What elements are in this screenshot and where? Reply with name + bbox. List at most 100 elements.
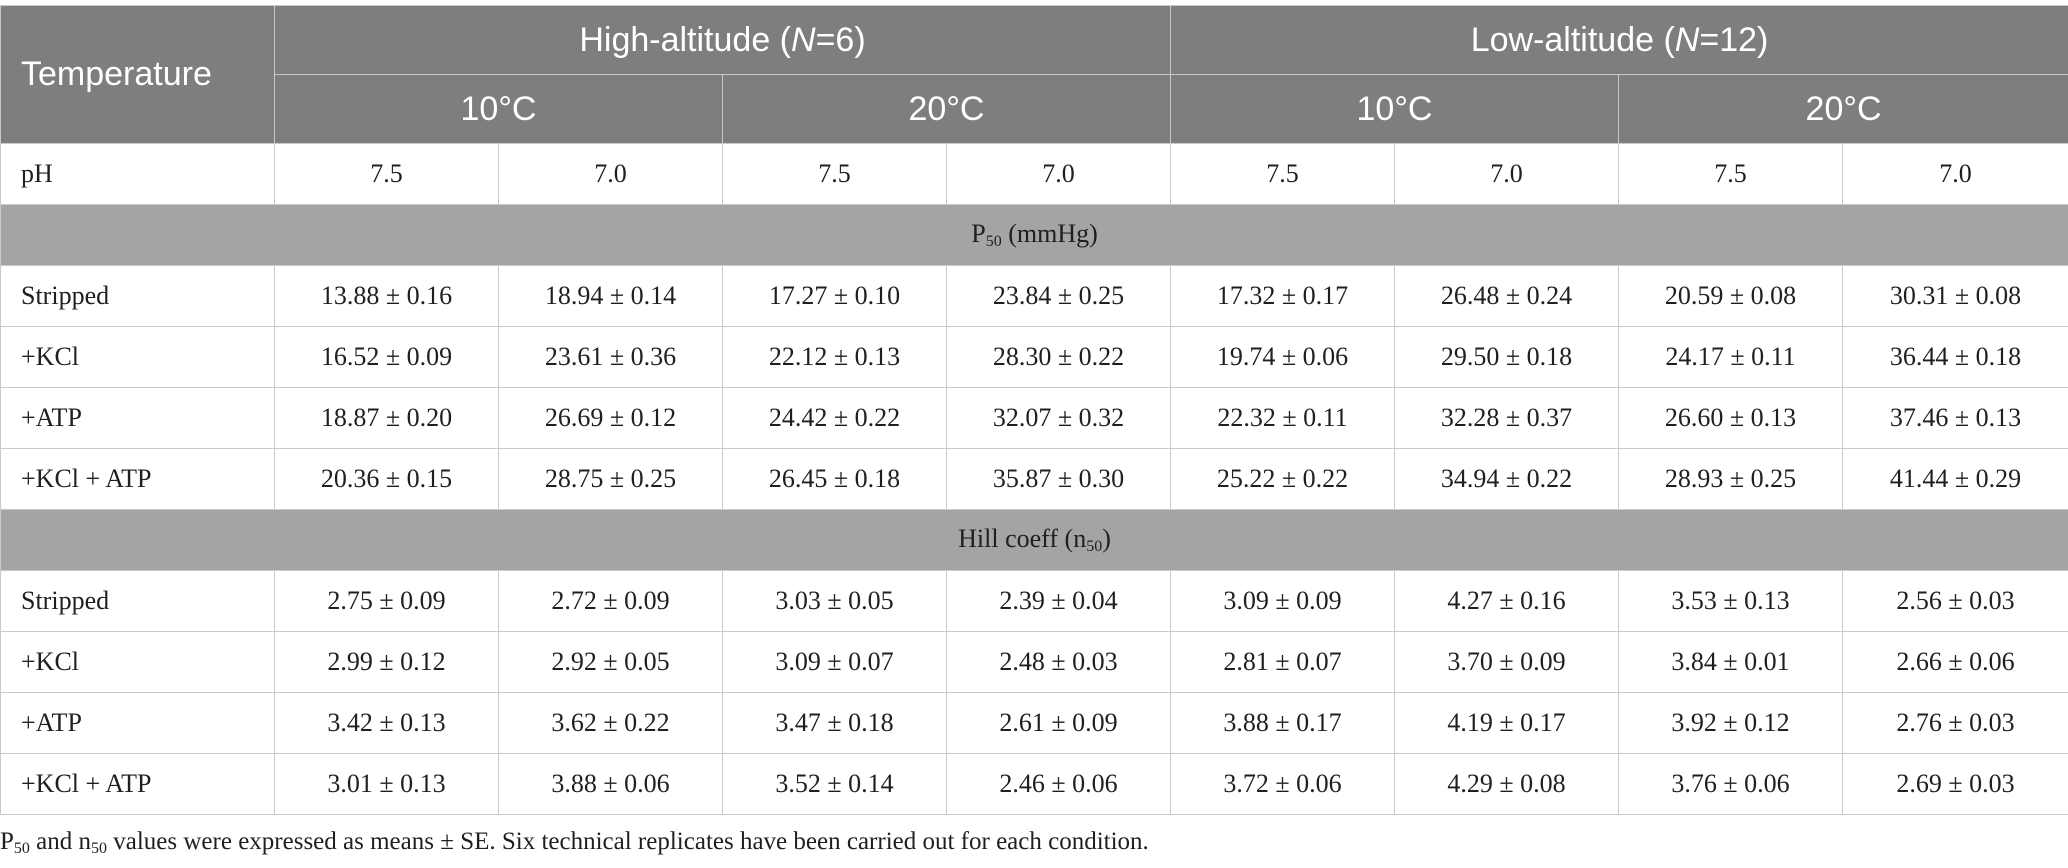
table-row: +KCl + ATP 20.36 ± 0.15 28.75 ± 0.25 26.45 … bbox=[0, 448, 2068, 510]
table-row: +KCl + ATP 3.01 ± 0.13 3.88 ± 0.06 3.52 ± 0… bbox=[0, 753, 2068, 815]
table-cell: 3.70 ± 0.09 bbox=[1394, 631, 1619, 693]
row-label: +ATP bbox=[0, 387, 275, 449]
table-row: +KCl 16.52 ± 0.09 23.61 ± 0.36 22.12 ± 0.13… bbox=[0, 326, 2068, 388]
ph-value: 7.5 bbox=[1618, 143, 1843, 205]
table-cell: 2.61 ± 0.09 bbox=[946, 692, 1171, 754]
temp-header: 20°C bbox=[1617, 74, 2068, 144]
table-cell: 3.42 ± 0.13 bbox=[274, 692, 499, 754]
table-cell: 13.88 ± 0.16 bbox=[274, 265, 499, 327]
table-cell: 23.61 ± 0.36 bbox=[498, 326, 723, 388]
table-row: Stripped 13.88 ± 0.16 18.94 ± 0.14 17.27 ± … bbox=[0, 265, 2068, 327]
section-title: P50 (mmHg) bbox=[0, 204, 2068, 266]
row-label: Stripped bbox=[0, 265, 275, 327]
table-cell: 3.62 ± 0.22 bbox=[498, 692, 723, 754]
table-cell: 20.36 ± 0.15 bbox=[274, 448, 499, 510]
table-cell: 3.53 ± 0.13 bbox=[1618, 570, 1843, 632]
table-cell: 2.69 ± 0.03 bbox=[1841, 753, 2068, 815]
table-cell: 2.39 ± 0.04 bbox=[946, 570, 1171, 632]
table-cell: 2.48 ± 0.03 bbox=[946, 631, 1171, 693]
table-cell: 41.44 ± 0.29 bbox=[1841, 448, 2068, 510]
table-cell: 3.09 ± 0.09 bbox=[1170, 570, 1395, 632]
table-cell: 2.66 ± 0.06 bbox=[1841, 631, 2068, 693]
table-cell: 35.87 ± 0.30 bbox=[946, 448, 1171, 510]
table-cell: 28.93 ± 0.25 bbox=[1618, 448, 1843, 510]
table-cell: 3.84 ± 0.01 bbox=[1618, 631, 1843, 693]
table-cell: 3.03 ± 0.05 bbox=[722, 570, 947, 632]
row-label: +ATP bbox=[0, 692, 275, 754]
ph-label: pH bbox=[0, 143, 275, 205]
row-label: +KCl + ATP bbox=[0, 448, 275, 510]
table-cell: 2.81 ± 0.07 bbox=[1170, 631, 1395, 693]
table-cell: 2.72 ± 0.09 bbox=[498, 570, 723, 632]
table-cell: 24.17 ± 0.11 bbox=[1618, 326, 1843, 388]
temp-header: 10°C bbox=[1170, 74, 1619, 144]
temperature-header: Temperature bbox=[0, 5, 275, 144]
table-footnote: P50 and n50 values were expressed as mea… bbox=[0, 828, 1149, 857]
temp-header: 20°C bbox=[722, 74, 1171, 144]
table-cell: 23.84 ± 0.25 bbox=[946, 265, 1171, 327]
table-cell: 29.50 ± 0.18 bbox=[1394, 326, 1619, 388]
table-cell: 2.46 ± 0.06 bbox=[946, 753, 1171, 815]
table-cell: 3.72 ± 0.06 bbox=[1170, 753, 1395, 815]
table-row: +ATP 3.42 ± 0.13 3.62 ± 0.22 3.47 ± 0.18 2.6… bbox=[0, 692, 2068, 754]
table-cell: 3.09 ± 0.07 bbox=[722, 631, 947, 693]
ph-row: pH 7.5 7.0 7.5 7.0 7.5 7.0 7.5 7.0 bbox=[0, 143, 2068, 205]
table-cell: 2.99 ± 0.12 bbox=[274, 631, 499, 693]
table-row: +KCl 2.99 ± 0.12 2.92 ± 0.05 3.09 ± 0.07 2.4… bbox=[0, 631, 2068, 693]
table-cell: 18.87 ± 0.20 bbox=[274, 387, 499, 449]
table-cell: 4.29 ± 0.08 bbox=[1394, 753, 1619, 815]
section-title: Hill coeff (n50) bbox=[0, 509, 2068, 571]
row-label: +KCl bbox=[0, 326, 275, 388]
table-cell: 2.75 ± 0.09 bbox=[274, 570, 499, 632]
table-cell: 26.45 ± 0.18 bbox=[722, 448, 947, 510]
table-row: +ATP 18.87 ± 0.20 26.69 ± 0.12 24.42 ± 0.22… bbox=[0, 387, 2068, 449]
table-cell: 26.48 ± 0.24 bbox=[1394, 265, 1619, 327]
table-cell: 4.19 ± 0.17 bbox=[1394, 692, 1619, 754]
row-label: Stripped bbox=[0, 570, 275, 632]
ph-value: 7.5 bbox=[1170, 143, 1395, 205]
section-header-row: P50 (mmHg) bbox=[0, 204, 2068, 266]
data-table: Temperature High-altitude (N=6) Low-alti… bbox=[0, 5, 2068, 815]
table-cell: 2.92 ± 0.05 bbox=[498, 631, 723, 693]
table-row: Stripped 2.75 ± 0.09 2.72 ± 0.09 3.03 ± 0.0… bbox=[0, 570, 2068, 632]
table-cell: 19.74 ± 0.06 bbox=[1170, 326, 1395, 388]
table-cell: 32.28 ± 0.37 bbox=[1394, 387, 1619, 449]
ph-value: 7.0 bbox=[1394, 143, 1619, 205]
table-cell: 22.12 ± 0.13 bbox=[722, 326, 947, 388]
table-cell: 20.59 ± 0.08 bbox=[1618, 265, 1843, 327]
table-cell: 3.52 ± 0.14 bbox=[722, 753, 947, 815]
table-cell: 17.27 ± 0.10 bbox=[722, 265, 947, 327]
table-cell: 2.76 ± 0.03 bbox=[1841, 692, 2068, 754]
table-cell: 3.01 ± 0.13 bbox=[274, 753, 499, 815]
row-label: +KCl bbox=[0, 631, 275, 693]
temp-header: 10°C bbox=[274, 74, 723, 144]
table-cell: 3.88 ± 0.17 bbox=[1170, 692, 1395, 754]
table-cell: 25.22 ± 0.22 bbox=[1170, 448, 1395, 510]
ph-value: 7.5 bbox=[274, 143, 499, 205]
table-cell: 28.75 ± 0.25 bbox=[498, 448, 723, 510]
table-cell: 34.94 ± 0.22 bbox=[1394, 448, 1619, 510]
table-cell: 2.56 ± 0.03 bbox=[1841, 570, 2068, 632]
table-cell: 3.88 ± 0.06 bbox=[498, 753, 723, 815]
table-cell: 3.92 ± 0.12 bbox=[1618, 692, 1843, 754]
table-cell: 36.44 ± 0.18 bbox=[1841, 326, 2068, 388]
ph-value: 7.0 bbox=[946, 143, 1171, 205]
table-cell: 26.69 ± 0.12 bbox=[498, 387, 723, 449]
table-cell: 3.47 ± 0.18 bbox=[722, 692, 947, 754]
table-cell: 30.31 ± 0.08 bbox=[1841, 265, 2068, 327]
table-cell: 32.07 ± 0.32 bbox=[946, 387, 1171, 449]
table-cell: 17.32 ± 0.17 bbox=[1170, 265, 1395, 327]
ph-value: 7.0 bbox=[1841, 143, 2068, 205]
table-cell: 37.46 ± 0.13 bbox=[1841, 387, 2068, 449]
table-cell: 24.42 ± 0.22 bbox=[722, 387, 947, 449]
low-altitude-header: Low-altitude (N=12) bbox=[1169, 5, 2068, 75]
table-cell: 3.76 ± 0.06 bbox=[1618, 753, 1843, 815]
section-header-row: Hill coeff (n50) bbox=[0, 509, 2068, 571]
ph-value: 7.5 bbox=[722, 143, 947, 205]
table-cell: 4.27 ± 0.16 bbox=[1394, 570, 1619, 632]
ph-value: 7.0 bbox=[498, 143, 723, 205]
table-cell: 28.30 ± 0.22 bbox=[946, 326, 1171, 388]
row-label: +KCl + ATP bbox=[0, 753, 275, 815]
table-cell: 22.32 ± 0.11 bbox=[1170, 387, 1395, 449]
high-altitude-header: High-altitude (N=6) bbox=[274, 5, 1171, 75]
